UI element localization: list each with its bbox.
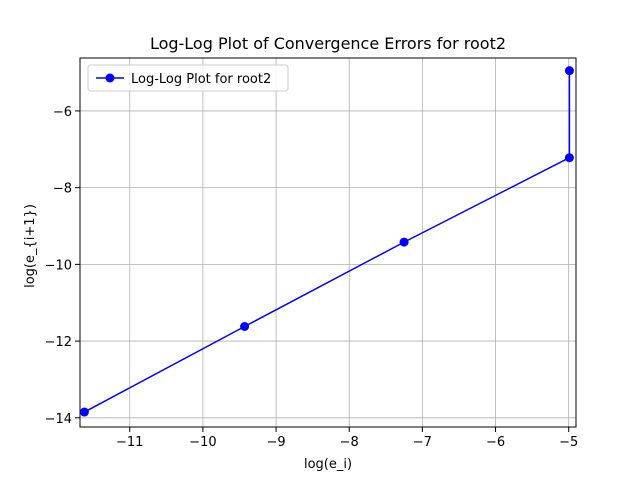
x-tick-label: −8	[340, 435, 359, 450]
x-tick-label: −6	[486, 435, 505, 450]
y-tick-label: −14	[45, 412, 72, 427]
data-point	[399, 237, 409, 247]
y-tick-label: −8	[53, 182, 72, 197]
y-axis-label: log(e_{i+1})	[23, 204, 38, 288]
x-tick-label: −5	[559, 435, 578, 450]
series-layer	[79, 66, 574, 417]
legend-series-label: Log-Log Plot for root2	[131, 72, 271, 87]
legend: Log-Log Plot for root2	[87, 64, 289, 92]
x-axis-ticks: −11 −10 −9 −8 −7 −6 −5	[116, 427, 578, 450]
legend-box	[87, 64, 289, 92]
x-tick-label: −10	[189, 435, 216, 450]
x-tick-label: −7	[413, 435, 432, 450]
data-point	[564, 66, 574, 76]
data-point	[564, 153, 574, 163]
x-axis-label: log(e_i)	[304, 457, 352, 472]
chart-title: Log-Log Plot of Convergence Errors for r…	[150, 34, 506, 53]
y-tick-label: −6	[53, 105, 72, 120]
y-tick-label: −12	[45, 335, 72, 350]
data-point	[79, 407, 89, 417]
grid-lines	[80, 58, 576, 427]
x-tick-label: −9	[266, 435, 285, 450]
data-point	[240, 322, 250, 332]
y-axis-ticks: −14 −12 −10 −8 −6	[45, 105, 80, 427]
axes-frame	[79, 57, 577, 428]
x-tick-label: −11	[116, 435, 143, 450]
legend-series-marker	[105, 73, 115, 83]
y-tick-label: −10	[45, 258, 72, 273]
